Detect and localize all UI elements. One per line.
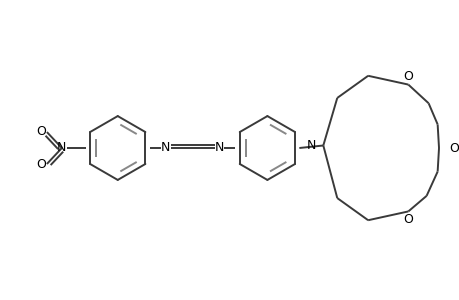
Text: N: N	[306, 139, 316, 152]
Text: O: O	[403, 70, 412, 83]
Text: N: N	[214, 140, 224, 154]
Text: N: N	[57, 140, 67, 154]
Text: O: O	[36, 124, 46, 137]
Text: O: O	[36, 158, 46, 172]
Text: N: N	[161, 140, 170, 154]
Text: O: O	[448, 142, 458, 154]
Text: O: O	[403, 213, 412, 226]
